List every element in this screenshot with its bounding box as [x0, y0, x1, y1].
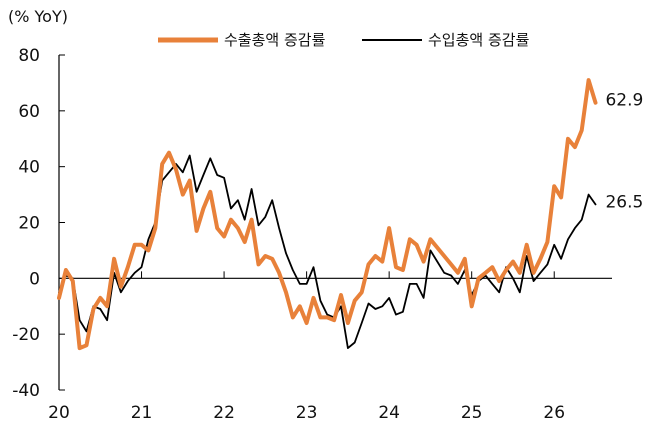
axes: -40 -20 0 20 40 60 80 20 21 22 23 24 25 26 — [12, 46, 612, 423]
x-tick-label: 24 — [378, 403, 400, 423]
x-tick-label: 26 — [543, 403, 565, 423]
legend-item-imports: 수입총액 증감률 — [362, 31, 530, 49]
end-label-imports: 26.5 — [605, 192, 643, 212]
unit-label: (% YoY) — [8, 7, 68, 26]
x-tick-label: 21 — [131, 403, 153, 423]
legend-label-imports: 수입총액 증감률 — [428, 31, 530, 49]
legend-label-exports: 수출총액 증감률 — [224, 31, 326, 49]
y-tick-label: 60 — [18, 102, 40, 122]
series-layer — [57, 78, 598, 351]
x-tick-label: 23 — [296, 403, 318, 423]
series-line-exports — [57, 78, 598, 351]
x-tick-label: 22 — [213, 403, 235, 423]
y-tick-label: 0 — [29, 269, 40, 289]
x-tick-label: 20 — [48, 403, 70, 423]
y-tick-label: 40 — [18, 158, 40, 178]
end-label-exports: 62.9 — [605, 91, 643, 111]
y-tick-label: -20 — [12, 325, 40, 345]
y-tick-label: -40 — [12, 381, 40, 401]
y-tick-label: 20 — [18, 214, 40, 234]
x-tick-label: 25 — [461, 403, 483, 423]
y-tick-label: 80 — [18, 46, 40, 66]
legend-item-exports: 수출총액 증감률 — [158, 31, 326, 49]
legend: 수출총액 증감률 수입총액 증감률 — [158, 31, 530, 49]
